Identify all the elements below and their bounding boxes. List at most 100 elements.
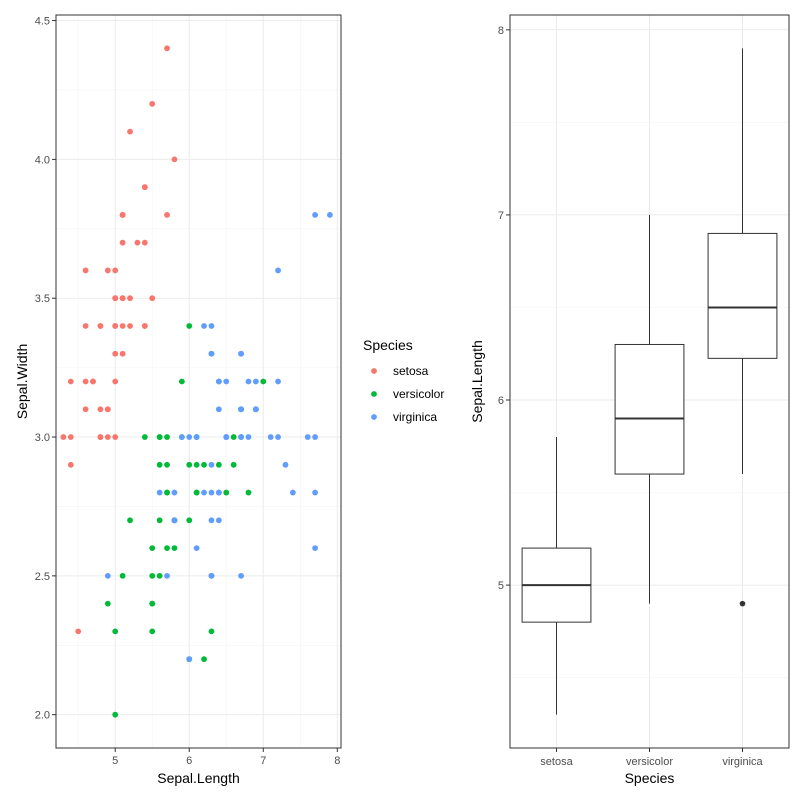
point-setosa — [90, 378, 96, 385]
legend-label-setosa: setosa — [393, 364, 429, 378]
point-versicolor — [230, 461, 237, 468]
point-virginica — [215, 517, 222, 524]
point-virginica — [104, 572, 111, 579]
point-virginica — [223, 378, 230, 385]
y-tick-label: 2.0 — [35, 710, 50, 722]
scatter-plot: 5 6 7 8 2.0 2.5 3.0 3.5 4.0 4.5 Sepal.Length Sepal.… — [14, 14, 342, 786]
point-versicolor — [141, 434, 148, 440]
point-setosa — [67, 378, 74, 385]
y-tick-label: 6 — [498, 395, 504, 407]
point-setosa — [75, 628, 82, 635]
point-virginica — [201, 489, 207, 496]
point-virginica — [193, 434, 200, 440]
point-virginica — [238, 350, 244, 357]
x-tick-label-setosa: setosa — [540, 756, 573, 768]
point-versicolor — [201, 461, 207, 468]
point-versicolor — [245, 489, 252, 496]
point-setosa — [119, 350, 126, 357]
point-setosa — [134, 239, 141, 246]
y-tick-label: 4.0 — [35, 154, 50, 166]
point-setosa — [112, 267, 119, 274]
point-versicolor — [201, 656, 207, 663]
point-setosa — [67, 434, 74, 440]
point-versicolor — [156, 572, 163, 579]
point-setosa — [97, 406, 104, 413]
point-setosa — [112, 295, 119, 302]
point-virginica — [326, 212, 333, 218]
point-setosa — [104, 434, 111, 440]
point-setosa — [119, 212, 126, 218]
point-versicolor — [186, 461, 193, 468]
y-axis-title: Sepal.Length — [469, 340, 485, 423]
point-versicolor — [171, 545, 178, 551]
point-setosa — [104, 267, 111, 274]
point-virginica — [312, 212, 318, 218]
point-virginica — [304, 434, 311, 440]
box-versicolor — [614, 343, 685, 475]
point-versicolor — [119, 572, 126, 579]
point-versicolor — [186, 323, 193, 329]
point-setosa — [119, 323, 126, 329]
point-setosa — [127, 128, 133, 135]
point-virginica — [238, 572, 244, 579]
point-versicolor — [156, 461, 163, 468]
x-tick-label: 7 — [260, 755, 266, 767]
point-setosa — [141, 184, 148, 191]
point-virginica — [178, 434, 185, 440]
point-virginica — [275, 378, 281, 385]
point-versicolor — [230, 434, 237, 440]
point-versicolor — [127, 517, 133, 524]
point-virginica — [312, 434, 318, 440]
point-virginica — [245, 378, 252, 385]
point-setosa — [119, 295, 126, 302]
point-versicolor — [156, 517, 163, 524]
x-axis-title: Sepal.Length — [157, 770, 240, 786]
point-versicolor — [156, 434, 163, 440]
point-versicolor — [164, 545, 170, 551]
point-setosa — [67, 461, 74, 468]
point-virginica — [201, 323, 207, 329]
outlier-virginica — [739, 600, 746, 607]
point-versicolor — [149, 628, 156, 635]
point-virginica — [208, 517, 215, 524]
point-setosa — [164, 45, 170, 52]
point-virginica — [245, 434, 252, 440]
point-versicolor — [215, 461, 222, 468]
point-setosa — [164, 212, 170, 218]
point-virginica — [215, 489, 222, 496]
point-virginica — [282, 461, 289, 468]
point-setosa — [127, 295, 133, 302]
point-versicolor — [178, 378, 185, 385]
point-virginica — [289, 489, 296, 496]
species-legend: Species setosa versicolor virginica — [363, 337, 444, 424]
point-setosa — [82, 378, 89, 385]
point-versicolor — [164, 461, 170, 468]
x-tick-label: 8 — [334, 755, 340, 767]
box-virginica — [707, 232, 778, 359]
point-setosa — [112, 350, 119, 357]
point-versicolor — [193, 461, 200, 468]
point-virginica — [215, 406, 222, 413]
y-axis-title: Sepal.Width — [14, 344, 30, 419]
legend-key-setosa — [371, 368, 377, 374]
point-versicolor — [186, 517, 193, 524]
point-virginica — [252, 406, 259, 413]
point-setosa — [82, 323, 89, 329]
x-tick-label: 5 — [112, 755, 118, 767]
y-tick-label: 8 — [498, 25, 504, 37]
point-versicolor — [223, 489, 230, 496]
point-versicolor — [208, 628, 215, 635]
y-tick-label: 3.0 — [35, 432, 50, 444]
x-tick-label-versicolor: versicolor — [626, 756, 673, 768]
point-virginica — [208, 350, 215, 357]
point-virginica — [186, 434, 193, 440]
point-virginica — [267, 434, 274, 440]
point-setosa — [82, 406, 89, 413]
point-virginica — [312, 489, 318, 496]
y-tick-label: 5 — [498, 580, 504, 592]
point-setosa — [149, 100, 156, 107]
point-virginica — [164, 572, 170, 579]
legend-title: Species — [363, 337, 413, 353]
point-setosa — [171, 156, 178, 163]
y-tick-label: 7 — [498, 210, 504, 222]
